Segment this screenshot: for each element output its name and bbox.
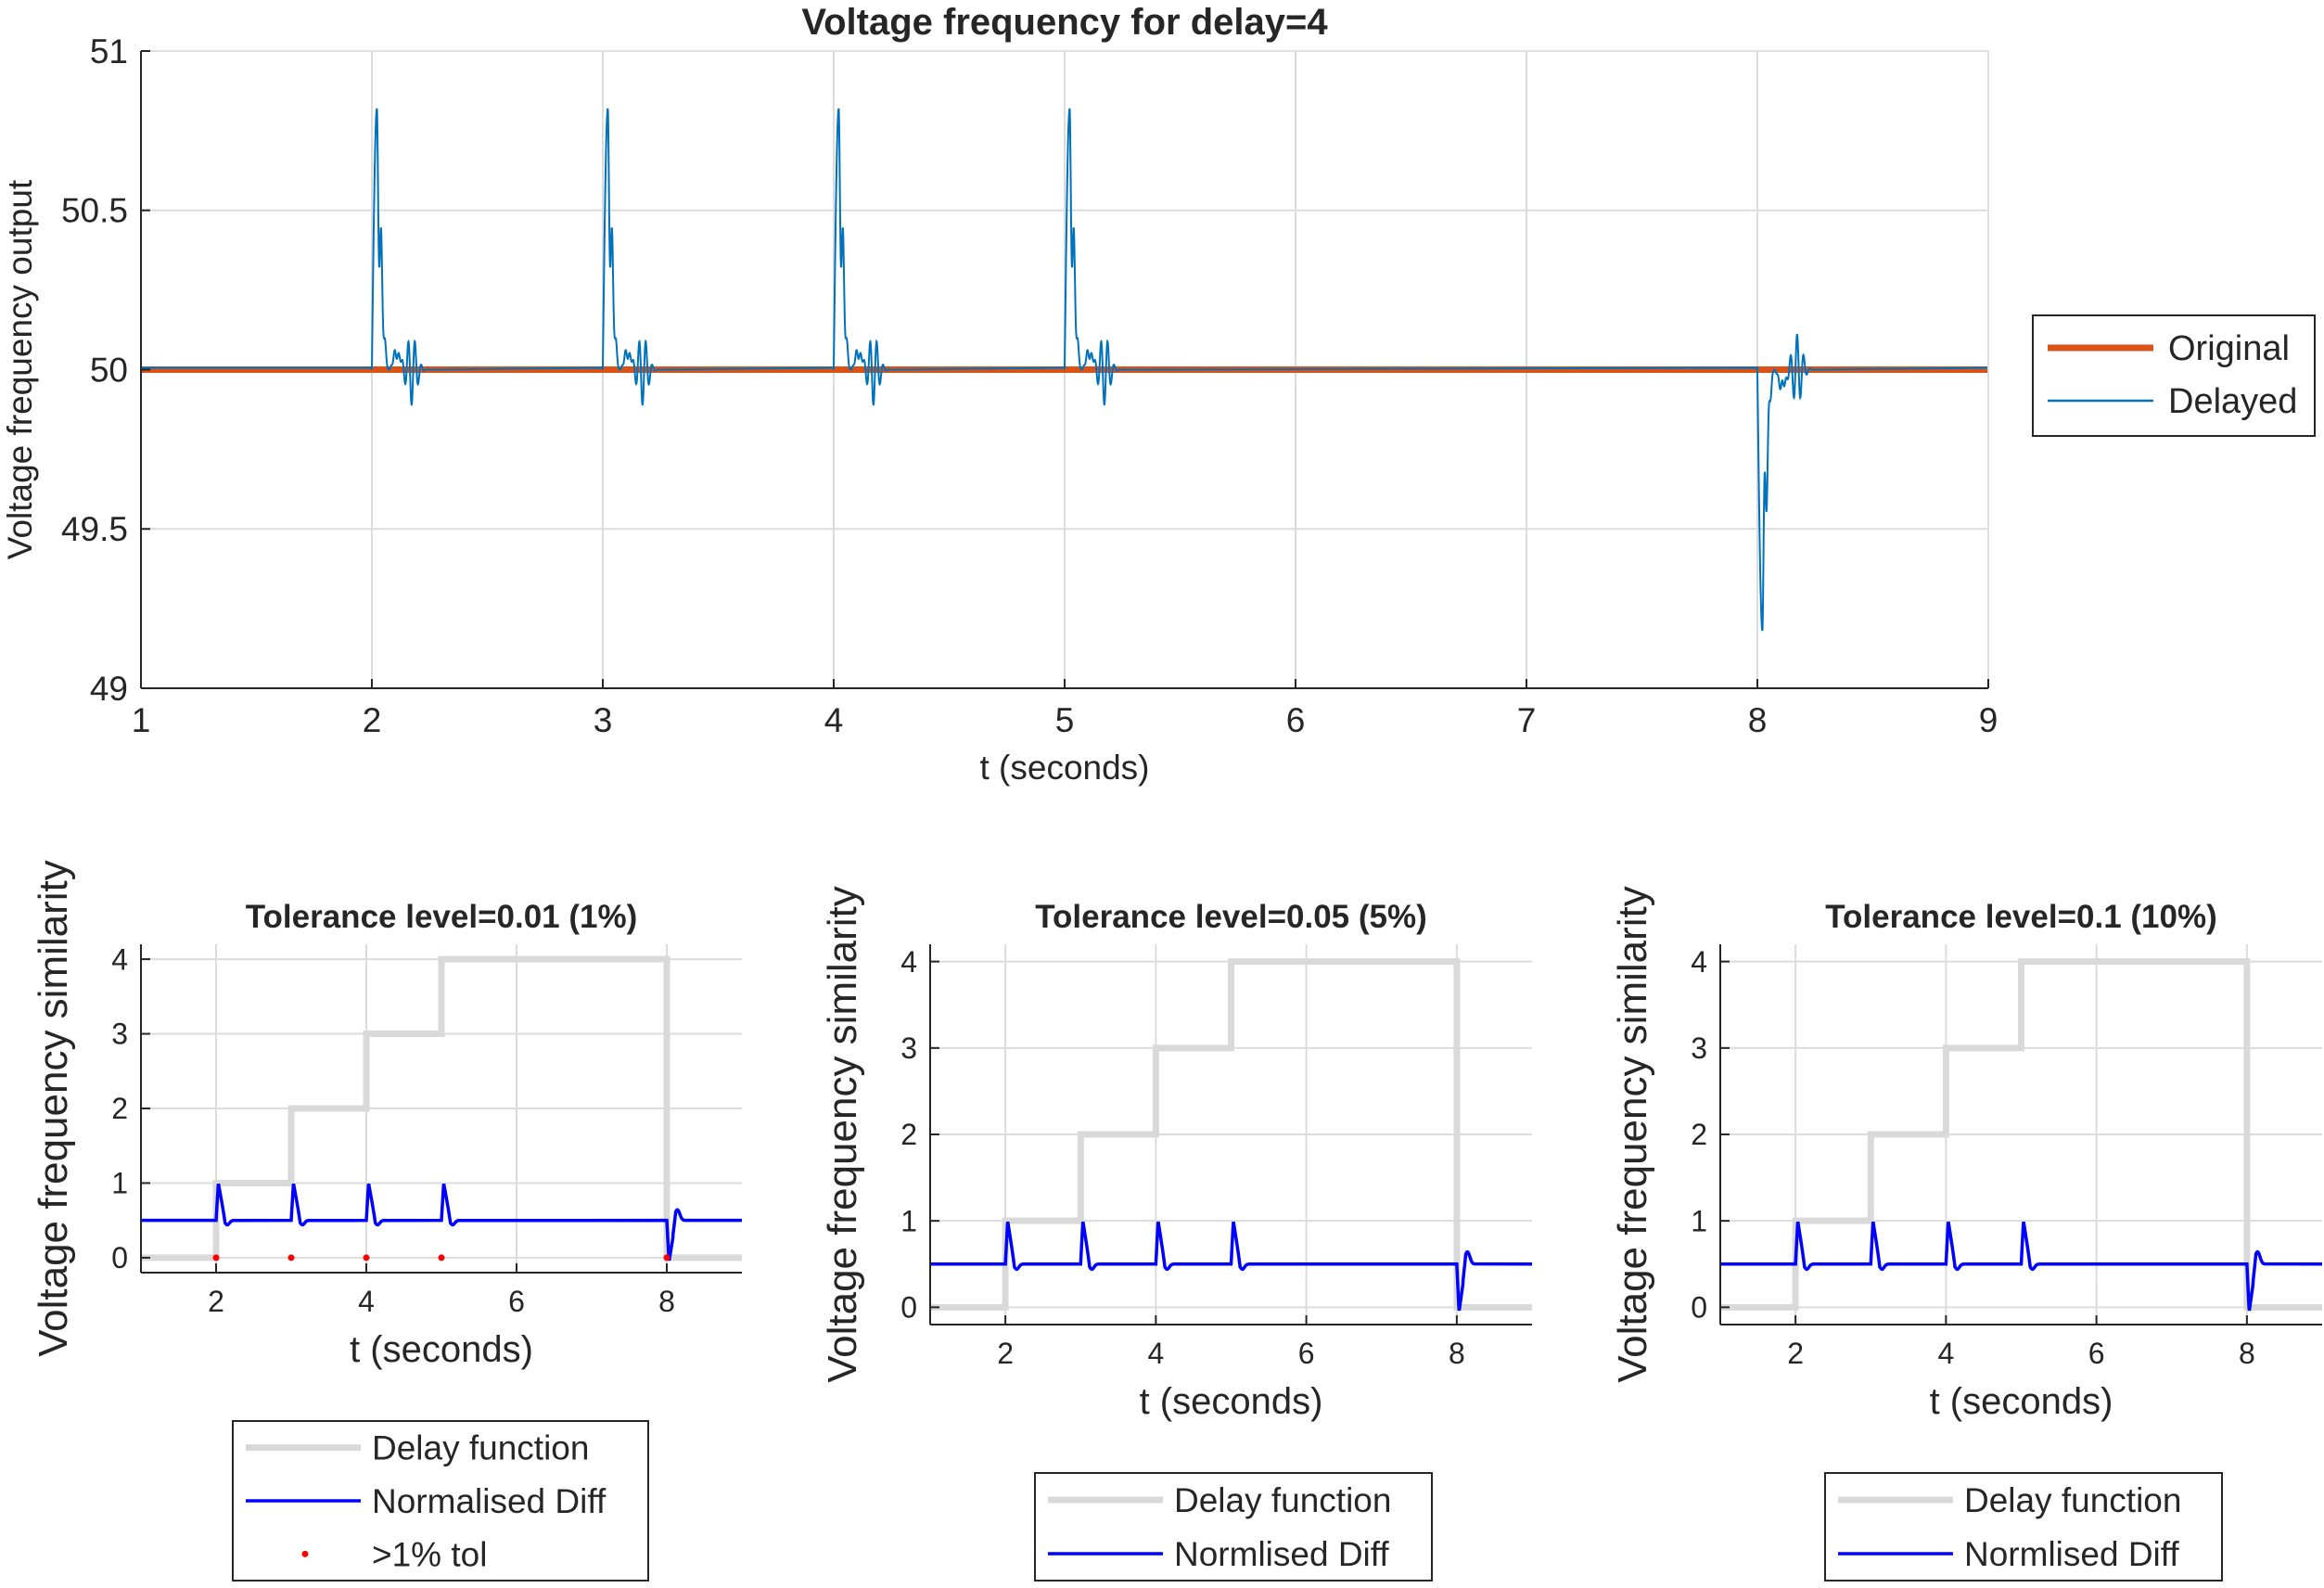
x-axis-label: t (seconds)	[979, 749, 1149, 787]
chart-title: Voltage frequency for delay=4	[801, 2, 1328, 43]
axes-3: Delay function Normlised Diff 2 4 6 8 0 1 2 3 4 Tol…	[820, 886, 1533, 1582]
series-group	[141, 955, 743, 1261]
legend: Delay function Normlised Diff	[1824, 1472, 2223, 1582]
axes-2: Delay function Normalised Diff >1% tol 2 4 6 8…	[31, 860, 743, 1582]
y-axis-label: Voltage frequency similarity	[31, 860, 76, 1357]
series-group	[930, 958, 1533, 1312]
axes-4: Delay function Normlised Diff 2 4 6 8 0 1 2 3 4 Tol…	[1610, 886, 2323, 1582]
x-tick-label: 3	[594, 701, 613, 739]
legend-label: Delay function	[1964, 1481, 2181, 1519]
x-tick-label: 2	[208, 1285, 224, 1318]
y-tick-label: 3	[900, 1031, 917, 1065]
y-tick-label: 3	[1691, 1031, 1707, 1065]
series-delayed-line	[141, 108, 1989, 632]
y-tick-label: 4	[1691, 945, 1707, 979]
series-group	[1720, 958, 2323, 1312]
series-normalised-diff-line	[1720, 1221, 2323, 1312]
x-axis-label: t (seconds)	[350, 1329, 533, 1370]
series-group	[141, 108, 1989, 632]
y-axis-label: Voltage frequency similarity	[1610, 886, 1655, 1383]
legend-label: Normalised Diff	[372, 1482, 607, 1520]
y-tick-label: 2	[1691, 1118, 1707, 1151]
x-tick-label: 4	[1937, 1337, 1954, 1370]
y-tick-label: 0	[900, 1291, 917, 1325]
legend-label: Delay function	[1174, 1481, 1391, 1519]
legend-label: Normlised Diff	[1964, 1535, 2179, 1573]
y-axis-label: Voltage frequency similarity	[820, 886, 865, 1383]
legend-label-original: Original	[2168, 329, 2290, 368]
x-tick-label: 6	[1286, 701, 1306, 739]
tolerance-marker	[212, 1254, 220, 1261]
legend-swatch-marker	[301, 1550, 309, 1557]
y-tick-label: 50.5	[61, 192, 128, 230]
legend: Delay function Normlised Diff	[1034, 1472, 1433, 1582]
x-tick-label: 8	[2239, 1337, 2255, 1370]
legend: Original Delayed	[2032, 314, 2316, 437]
x-tick-label: 1	[132, 701, 151, 739]
y-tick-label: 1	[900, 1204, 917, 1237]
y-tick-label: 49.5	[61, 510, 128, 548]
y-tick-label: 51	[90, 32, 128, 70]
legend-label: >1% tol	[372, 1535, 487, 1573]
x-axis-label: t (seconds)	[1930, 1381, 2113, 1422]
y-axis-label: Voltage frequency output	[1, 179, 39, 559]
x-tick-label: 8	[658, 1285, 675, 1318]
y-tick-label: 0	[111, 1241, 128, 1274]
axes-1: Original Delayed 1 2 3 4 5 6 7 8 9 49 49.5 50 50.5 51 Vo…	[1, 2, 2316, 787]
tolerance-marker	[363, 1254, 370, 1261]
legend-box	[2032, 314, 2316, 437]
series-normalised-diff-line	[930, 1221, 1533, 1312]
chart-title: Tolerance level=0.05 (5%)	[1035, 899, 1427, 935]
x-tick-label: 9	[1979, 701, 1998, 739]
legend-label: Delay function	[372, 1429, 589, 1467]
y-tick-label: 49	[90, 670, 128, 708]
chart-title: Tolerance level=0.01 (1%)	[246, 899, 638, 935]
y-tick-label: 1	[1691, 1204, 1707, 1237]
x-tick-label: 6	[1298, 1337, 1315, 1370]
x-tick-label: 4	[824, 701, 844, 739]
x-tick-label: 6	[508, 1285, 525, 1318]
x-tick-label: 2	[1787, 1337, 1804, 1370]
y-tick-label: 3	[111, 1018, 128, 1051]
x-tick-label: 2	[363, 701, 382, 739]
y-tick-label: 1	[111, 1167, 128, 1200]
legend-label-delayed: Delayed	[2168, 382, 2297, 421]
x-tick-label: 6	[2088, 1337, 2105, 1370]
legend-box	[1824, 1472, 2223, 1582]
x-tick-label: 7	[1517, 701, 1537, 739]
tolerance-marker	[438, 1254, 445, 1261]
tolerance-marker	[663, 1254, 670, 1261]
chart-title: Tolerance level=0.1 (10%)	[1825, 899, 2217, 935]
legend: Delay function Normalised Diff >1% tol	[232, 1420, 649, 1582]
x-tick-label: 5	[1055, 701, 1075, 739]
y-tick-label: 4	[111, 942, 128, 976]
y-tick-label: 2	[111, 1092, 128, 1125]
legend-box	[1034, 1472, 1433, 1582]
x-tick-label: 2	[997, 1337, 1014, 1370]
y-tick-label: 2	[900, 1118, 917, 1151]
x-tick-label: 8	[1748, 701, 1768, 739]
x-tick-label: 4	[1147, 1337, 1164, 1370]
x-axis-label: t (seconds)	[1140, 1381, 1323, 1422]
legend-label: Normlised Diff	[1174, 1535, 1389, 1573]
x-tick-label: 4	[358, 1285, 375, 1318]
y-tick-label: 4	[900, 945, 917, 979]
x-tick-label: 8	[1449, 1337, 1465, 1370]
y-tick-label: 0	[1691, 1291, 1707, 1325]
tolerance-marker	[287, 1254, 295, 1261]
y-tick-label: 50	[90, 351, 128, 389]
